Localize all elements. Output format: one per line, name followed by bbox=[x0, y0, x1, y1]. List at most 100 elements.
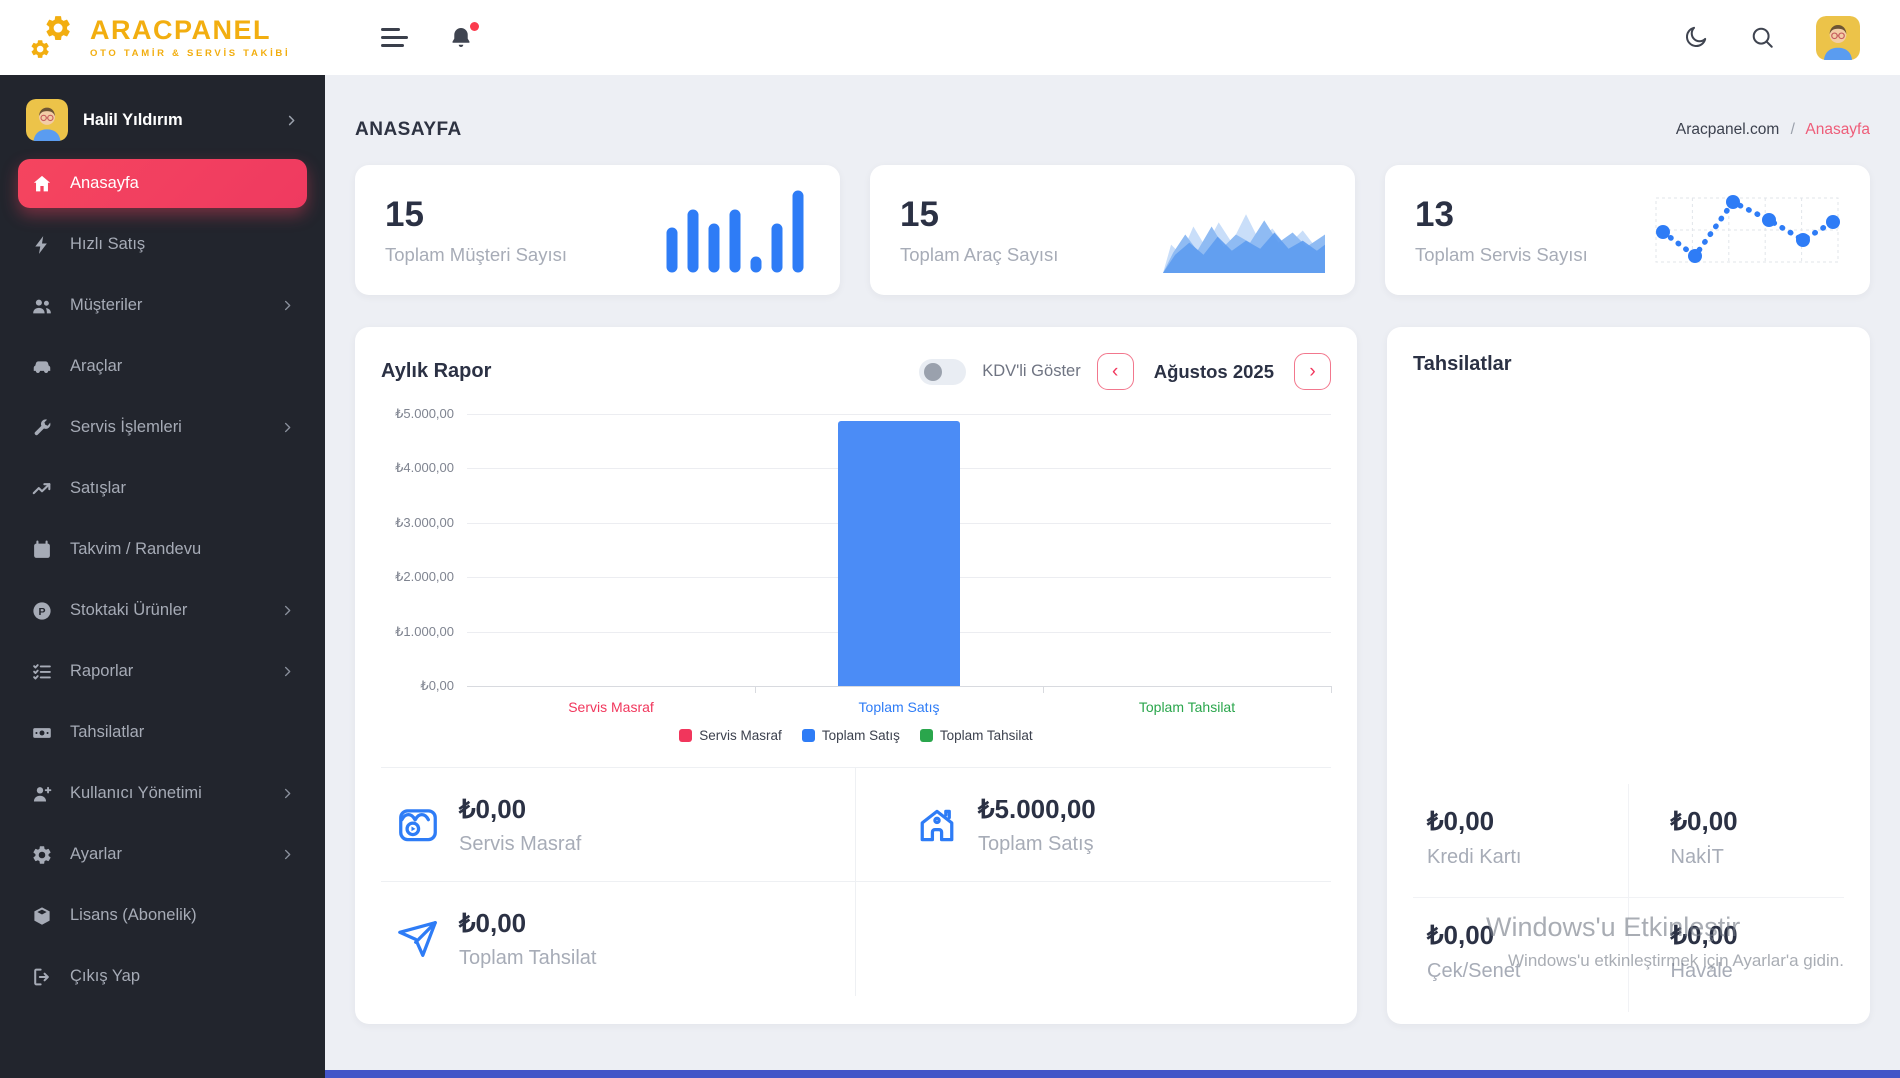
user-avatar-image bbox=[1816, 15, 1860, 60]
x-axis-line bbox=[467, 686, 1331, 687]
chart-y-axis: ₺5.000,00 ₺4.000,00 ₺3.000,00 ₺2.000,00 … bbox=[381, 406, 467, 693]
sidebar-item-anasayfa[interactable]: Anasayfa bbox=[18, 159, 307, 208]
x-label-toplam-tahsilat: Toplam Tahsilat bbox=[1138, 699, 1236, 715]
x-label-toplam-satis: Toplam Satış bbox=[858, 699, 940, 715]
summary-empty-cell bbox=[856, 882, 1331, 996]
sidebar-item-musteriler[interactable]: Müşteriler bbox=[18, 281, 307, 330]
sidebar-item-label: Servis İşlemleri bbox=[70, 418, 182, 436]
notification-badge bbox=[470, 21, 479, 31]
product-icon: P bbox=[33, 601, 51, 620]
collection-cek-senet: ₺0,00 Çek/Senet bbox=[1413, 898, 1629, 1012]
trending-up-icon bbox=[32, 482, 51, 494]
sidebar-item-hizli-satis[interactable]: Hızlı Satış bbox=[18, 220, 307, 269]
sidebar-item-ayarlar[interactable]: Ayarlar bbox=[18, 830, 307, 879]
dark-mode-button[interactable] bbox=[1682, 24, 1709, 51]
sidebar-item-tahsilatlar[interactable]: Tahsilatlar bbox=[18, 708, 307, 757]
chart-x-labels: Servis Masraf Toplam Satış Toplam Tahsil… bbox=[467, 699, 1331, 715]
legend-item-toplam-satis[interactable]: Toplam Satış bbox=[801, 728, 900, 743]
sidebar-item-servis-islemleri[interactable]: Servis İşlemleri bbox=[18, 403, 307, 452]
collection-label: Havale bbox=[1670, 960, 1733, 982]
moon-icon bbox=[1685, 26, 1707, 48]
legend-swatch-green bbox=[919, 729, 933, 742]
vat-toggle[interactable] bbox=[919, 358, 967, 385]
collection-value: ₺0,00 bbox=[1427, 920, 1495, 950]
house-icon bbox=[920, 809, 954, 841]
monthly-report-title: Aylık Rapor bbox=[381, 360, 492, 382]
sidebar-item-label: Araçlar bbox=[70, 357, 123, 375]
summary-toplam-satis: ₺5.000,00 Toplam Satış bbox=[856, 768, 1331, 882]
legend-label: Servis Masraf bbox=[699, 728, 782, 743]
stat-label: Toplam Araç Sayısı bbox=[900, 243, 1059, 265]
gridline bbox=[467, 414, 1331, 415]
collection-label: Kredi Kartı bbox=[1427, 846, 1522, 868]
prev-month-button[interactable]: ‹ bbox=[1096, 353, 1134, 390]
bolt-icon bbox=[35, 235, 47, 254]
toplam-satis-bar[interactable] bbox=[838, 421, 960, 686]
search-button[interactable] bbox=[1749, 24, 1776, 51]
month-label: Ağustos 2025 bbox=[1153, 360, 1274, 382]
area-sparkline-chart bbox=[1163, 213, 1325, 273]
report-summary-grid: ₺0,00 Servis Masraf ₺5.000,00 Toplam Sat… bbox=[381, 767, 1331, 996]
collection-havale: ₺0,00 Havale bbox=[1629, 898, 1845, 1012]
legend-item-toplam-tahsilat[interactable]: Toplam Tahsilat bbox=[919, 728, 1033, 743]
legend-item-servis-masraf[interactable]: Servis Masraf bbox=[679, 728, 782, 743]
y-tick-label: ₺0,00 bbox=[420, 678, 454, 693]
summary-label: Toplam Satış bbox=[978, 832, 1094, 855]
stat-card-arac: 15 Toplam Araç Sayısı bbox=[870, 165, 1355, 295]
brand-name: ARACPANEL bbox=[90, 14, 271, 45]
brand-logo[interactable]: ARACPANEL OTO TAMİR & SERVİS TAKİBİ bbox=[0, 12, 325, 64]
sidebar-item-label: Anasayfa bbox=[70, 174, 139, 192]
collections-grid: ₺0,00 Kredi Kartı ₺0,00 NakİT ₺0,00 Çek/… bbox=[1413, 784, 1844, 1012]
sidebar-item-label: Lisans (Abonelik) bbox=[70, 906, 197, 924]
sidebar-item-label: Tahsilatlar bbox=[70, 723, 145, 741]
sidebar-item-kullanici-yonetimi[interactable]: Kullanıcı Yönetimi bbox=[18, 769, 307, 818]
sidebar-item-stoktaki-urunler[interactable]: P Stoktaki Ürünler bbox=[18, 586, 307, 635]
sidebar-user[interactable]: Halil Yıldırım bbox=[0, 91, 325, 159]
stat-label: Toplam Müşteri Sayısı bbox=[385, 243, 567, 265]
summary-toplam-tahsilat: ₺0,00 Toplam Tahsilat bbox=[381, 882, 856, 996]
collection-value: ₺0,00 bbox=[1427, 806, 1495, 836]
breadcrumb-separator: / bbox=[1790, 121, 1795, 138]
summary-value: ₺0,00 bbox=[459, 793, 527, 824]
stat-value: 15 bbox=[900, 194, 939, 234]
summary-label: Toplam Tahsilat bbox=[459, 947, 597, 969]
sidebar-item-label: Müşteriler bbox=[70, 296, 143, 314]
collection-value: ₺0,00 bbox=[1670, 920, 1738, 950]
y-tick-label: ₺2.000,00 bbox=[395, 569, 454, 585]
chart-legend: Servis Masraf Toplam Satış Toplam Tahsil… bbox=[381, 728, 1331, 743]
breadcrumb-root[interactable]: Aracpanel.com bbox=[1675, 121, 1780, 138]
bar-sparkline-chart bbox=[666, 190, 804, 272]
sidebar-item-label: Hızlı Satış bbox=[70, 235, 146, 253]
toggle-knob bbox=[924, 362, 943, 381]
next-month-button[interactable]: › bbox=[1294, 353, 1331, 390]
collections-title: Tahsilatlar bbox=[1413, 353, 1512, 375]
collection-label: NakİT bbox=[1670, 846, 1724, 868]
menu-toggle-button[interactable] bbox=[381, 27, 408, 48]
sidebar-item-cikis-yap[interactable]: Çıkış Yap bbox=[18, 952, 307, 1001]
sidebar-item-lisans[interactable]: Lisans (Abonelik) bbox=[18, 891, 307, 940]
axis-tick bbox=[1331, 686, 1332, 693]
sidebar-item-raporlar[interactable]: Raporlar bbox=[18, 647, 307, 696]
browser-play-icon bbox=[399, 808, 437, 841]
top-header: ARACPANEL OTO TAMİR & SERVİS TAKİBİ bbox=[0, 0, 1900, 75]
sidebar-item-takvim-randevu[interactable]: Takvim / Randevu bbox=[18, 525, 307, 574]
sidebar-item-araclar[interactable]: Araçlar bbox=[18, 342, 307, 391]
x-label-servis-masraf: Servis Masraf bbox=[568, 699, 654, 715]
header-avatar[interactable] bbox=[1816, 15, 1860, 60]
chevron-right-icon bbox=[284, 300, 291, 311]
vat-toggle-label: KDV'li Göster bbox=[982, 362, 1081, 380]
checklist-icon bbox=[33, 663, 51, 679]
sidebar-item-satislar[interactable]: Satışlar bbox=[18, 464, 307, 513]
summary-value: ₺0,00 bbox=[459, 908, 527, 938]
collection-value: ₺0,00 bbox=[1670, 806, 1738, 836]
search-icon bbox=[1752, 27, 1773, 48]
notifications-button[interactable] bbox=[448, 21, 479, 51]
main-content: ANASAYFA Aracpanel.com / Anasayfa 15 Top… bbox=[325, 75, 1900, 1078]
sidebar-item-label: Raporlar bbox=[70, 662, 134, 680]
send-icon bbox=[398, 921, 437, 957]
svg-text:P: P bbox=[38, 605, 45, 617]
sidebar-item-label: Stoktaki Ürünler bbox=[70, 601, 188, 619]
car-icon bbox=[33, 360, 51, 373]
brand-gears-icon bbox=[31, 15, 70, 58]
